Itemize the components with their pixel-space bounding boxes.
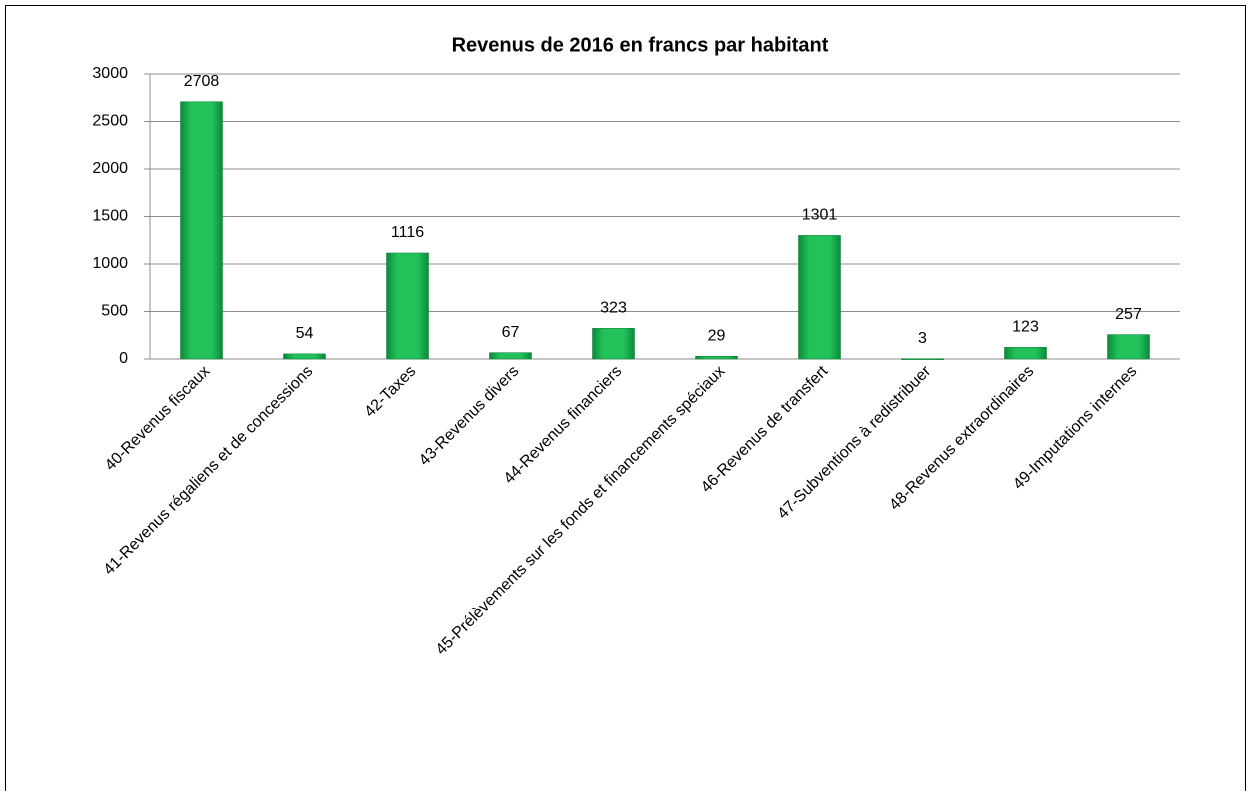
y-tick-label: 3000 [92,65,128,82]
bar [386,252,429,360]
bar [592,328,635,360]
x-tick-label: 43-Revenus divers [416,363,522,469]
data-label: 67 [502,324,520,341]
y-tick-label: 2000 [92,160,128,177]
bar [901,358,944,360]
x-tick-label: 41-Revenus régaliens et de concessions [101,363,317,579]
data-label: 29 [708,327,726,344]
data-label: 257 [1115,306,1142,323]
bar [798,235,841,360]
chart-border [5,5,1246,796]
data-label: 123 [1012,319,1039,336]
bar [283,353,326,360]
bar [489,352,532,360]
y-tick-label: 500 [101,303,128,320]
bar [1004,347,1047,360]
data-label: 3 [918,330,927,347]
data-label: 1116 [391,224,424,241]
x-tick-label: 40-Revenus fiscaux [102,363,213,474]
y-tick-label: 2500 [92,113,128,130]
data-label: 2708 [184,73,220,90]
data-label: 1301 [802,207,838,224]
bar [180,101,223,360]
chart-title: Revenus de 2016 en francs par habitant [452,34,829,56]
data-label: 54 [296,325,314,342]
bar [1107,334,1150,360]
bar [695,355,738,360]
y-tick-label: 1000 [92,255,128,272]
x-tick-label: 44-Revenus financiers [501,363,626,488]
x-tick-label: 42-Taxes [361,363,419,421]
y-tick-label: 1500 [92,208,128,225]
y-tick-label: 0 [119,350,128,367]
data-label: 323 [600,300,627,317]
